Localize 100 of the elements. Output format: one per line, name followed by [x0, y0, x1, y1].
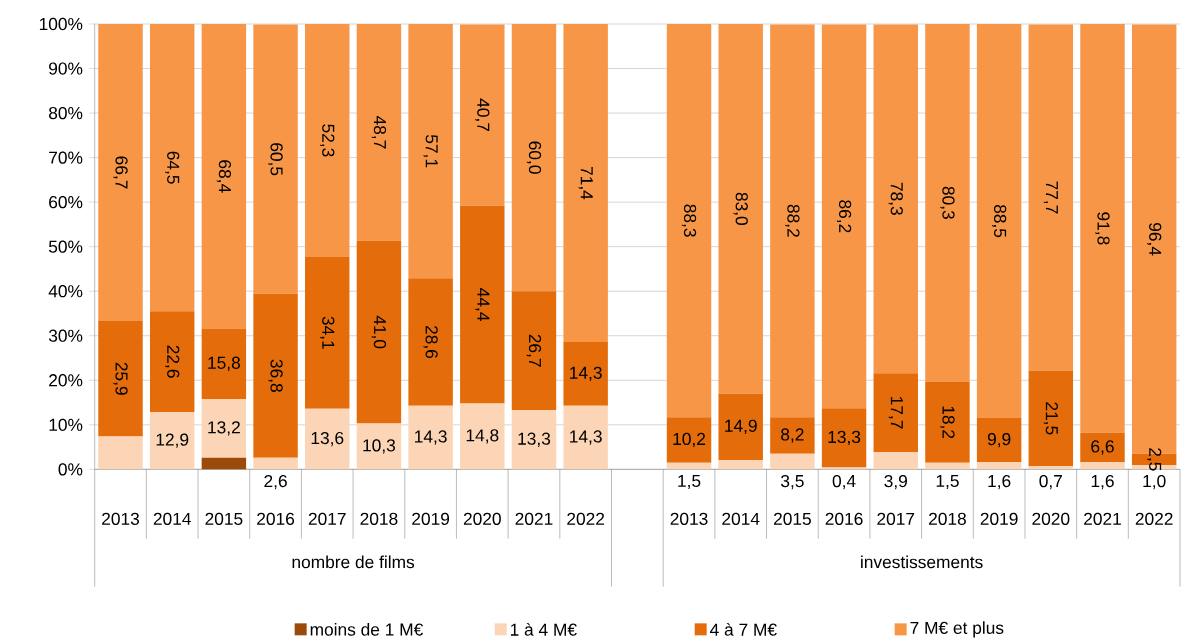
bar [149, 24, 195, 312]
data-label: 13,6 [311, 431, 344, 447]
data-label: 12,9 [156, 433, 189, 448]
data-label: 1,6 [988, 474, 1011, 490]
data-label: 77,7 [1043, 181, 1058, 214]
bar [98, 436, 143, 470]
y-tick-label: 80% [48, 106, 83, 120]
bar [201, 457, 247, 470]
bar [925, 462, 970, 470]
data-label: 3,9 [884, 474, 907, 490]
data-label: 9,9 [987, 433, 1011, 448]
y-tick-label: 0% [58, 463, 83, 476]
bar [976, 418, 1022, 463]
bar [1028, 24, 1074, 371]
data-label: 13,2 [208, 421, 240, 436]
bar [305, 408, 350, 470]
data-label: 21,5 [1043, 402, 1058, 435]
bar [356, 240, 402, 424]
data-label: 57,1 [423, 134, 438, 168]
data-label: 17,7 [888, 397, 903, 429]
bar [770, 417, 815, 454]
data-label: 2,5 [1147, 448, 1162, 471]
data-label: 0,7 [1039, 474, 1062, 490]
data-label: 1,0 [1143, 474, 1166, 490]
bar [976, 462, 1022, 470]
legend-label: moins de 1 M€ [310, 622, 424, 636]
bar [976, 24, 1022, 419]
bar [873, 24, 918, 374]
x-tick-label: 2021 [1084, 512, 1121, 525]
data-label: 78,3 [888, 182, 903, 215]
bar [770, 453, 815, 470]
data-label: 34,1 [320, 316, 335, 349]
x-tick-label: 2014 [722, 512, 760, 525]
data-label: 13,3 [518, 432, 551, 447]
x-tick-label: 2022 [567, 512, 605, 525]
bar [666, 24, 712, 418]
data-label: 14,8 [466, 429, 499, 444]
y-tick-label: 70% [49, 151, 83, 164]
data-label: 36,8 [268, 359, 283, 392]
data-label: 48,7 [371, 115, 387, 149]
bar [1028, 466, 1074, 470]
data-label: 25,9 [113, 362, 128, 395]
data-label: 71,4 [578, 167, 593, 200]
data-label: 14,3 [570, 366, 602, 381]
data-label: 64,5 [165, 151, 180, 184]
y-tick-label: 60% [49, 195, 83, 209]
bar [408, 24, 453, 279]
data-label: 88,5 [991, 204, 1007, 238]
data-label: 2,6 [264, 474, 287, 490]
x-tick-label: 2018 [360, 512, 398, 525]
text: nombre de films [292, 555, 415, 569]
data-label: 10,3 [363, 439, 396, 454]
y-tick-label: 30% [48, 329, 83, 342]
data-label: 22,6 [165, 345, 180, 378]
bar [925, 24, 970, 382]
data-label: 1,5 [936, 474, 959, 490]
bar [511, 24, 557, 292]
data-label: 14,3 [570, 430, 602, 445]
bar [821, 24, 867, 409]
bar [718, 24, 763, 394]
bar [1028, 370, 1074, 467]
data-label: 44,4 [475, 288, 490, 321]
legend-label: 4 à 7 M€ [710, 622, 777, 636]
data-label: 26,7 [526, 334, 542, 367]
legend-label: 1 à 4 M€ [510, 622, 577, 636]
data-label: 86,2 [836, 200, 852, 233]
bar [563, 405, 608, 470]
x-tick-label: 2014 [153, 512, 191, 525]
y-tick-label: 20% [49, 374, 83, 387]
x-tick-label: 2015 [773, 512, 811, 525]
x-tick-label: 2019 [980, 512, 1018, 525]
x-tick-label: 2013 [102, 512, 140, 525]
x-tick-label: 2020 [463, 512, 501, 525]
x-tick-label: 2017 [308, 512, 346, 525]
data-label: 66,7 [113, 156, 128, 189]
data-label: 91,8 [1095, 212, 1110, 245]
data-label: 14,3 [415, 430, 447, 445]
bar [149, 311, 195, 412]
bar [460, 403, 505, 470]
data-label: 60,5 [268, 143, 283, 176]
data-label: 68,4 [216, 160, 232, 193]
bar [821, 408, 867, 468]
text: investissements [861, 555, 983, 569]
data-label: 13,3 [828, 430, 861, 446]
data-label: 96,4 [1147, 223, 1162, 256]
data-label: 18,2 [940, 406, 955, 439]
bar [98, 321, 143, 437]
x-tick-label: 2022 [1135, 512, 1173, 525]
data-label: 60,0 [526, 141, 542, 174]
bar [408, 278, 453, 406]
data-label: 6,6 [1091, 440, 1114, 455]
data-label: 10,2 [673, 432, 706, 448]
bar [356, 24, 402, 241]
legend-label: 7 M€ et plus [910, 621, 1004, 638]
x-tick-label: 2018 [929, 512, 966, 525]
data-label: 40,7 [475, 98, 490, 132]
bar [253, 24, 298, 294]
data-label: 80,3 [940, 186, 955, 219]
bar [253, 293, 298, 458]
data-label: 8,2 [781, 428, 804, 443]
